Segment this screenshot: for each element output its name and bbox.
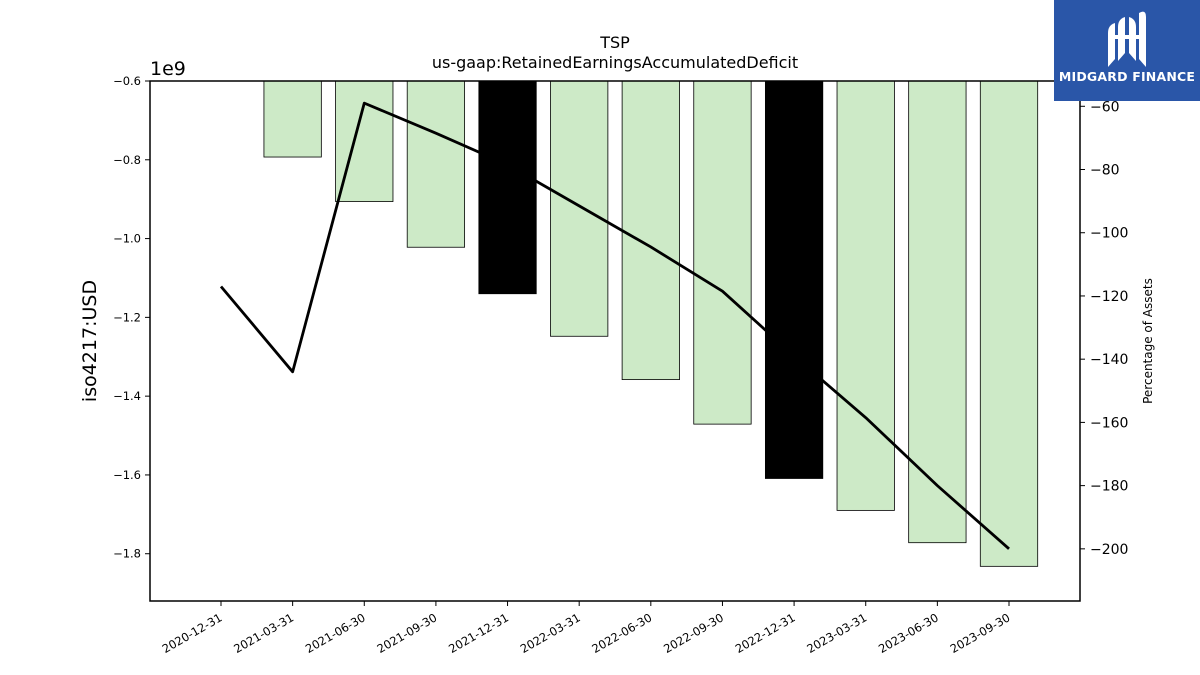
bar: [406, 80, 466, 248]
x-tick-label: 2022-09-30: [661, 610, 726, 656]
y2-tick-label: −200: [1090, 542, 1128, 558]
chart-subtitle: us-gaap:RetainedEarningsAccumulatedDefic…: [432, 53, 798, 72]
x-tick-label: 2022-12-31: [733, 610, 798, 656]
midgard-logo-icon: [1108, 11, 1146, 67]
y-tick-label: −1.4: [113, 389, 141, 403]
bar: [550, 80, 609, 337]
series-line: [219, 101, 1010, 550]
y2-tick-label: −180: [1090, 479, 1128, 495]
y2-tick-label: −120: [1090, 289, 1128, 305]
x-axis: 2020-12-31 2021-03-31 2021-06-30 2021-09-30…: [160, 601, 1013, 656]
y-tick-label: −0.8: [113, 153, 141, 167]
y2-tick-label: −80: [1090, 163, 1120, 179]
bar-series: [263, 80, 1039, 567]
x-tick-label: 2021-06-30: [303, 610, 368, 656]
x-tick-label: 2023-09-30: [948, 610, 1013, 656]
y-tick-label: −1.0: [113, 232, 141, 246]
chart-title: TSP: [599, 33, 630, 52]
logo-text: MIDGARD FINANCE: [1058, 69, 1196, 84]
y-tick-label: −0.6: [113, 74, 141, 88]
y2-tick-label: −160: [1090, 415, 1128, 431]
y2-axis: −60 −80 −100 −120 −140 −160 −180 −200: [1080, 99, 1128, 558]
y-offset-text: 1e9: [150, 58, 186, 80]
bar: [979, 80, 1039, 567]
x-tick-label: 2022-06-30: [589, 610, 654, 656]
bar: [908, 80, 967, 544]
y-tick-label: −1.6: [113, 468, 141, 482]
bar: [836, 80, 895, 511]
y-tick-label: −1.2: [113, 310, 141, 324]
bar: [693, 80, 752, 425]
y-axis: −0.6 −0.8 −1.0 −1.2 −1.4 −1.6 −1.8: [113, 74, 150, 561]
bar: [764, 80, 824, 479]
x-tick-label: 2020-12-31: [160, 610, 225, 656]
x-tick-label: 2023-03-31: [804, 610, 869, 656]
plot-frame: [149, 80, 1081, 602]
y2-tick-label: −100: [1090, 226, 1128, 242]
x-tick-label: 2021-12-31: [446, 610, 511, 656]
y-tick-label: −1.8: [113, 547, 141, 561]
y2-tick-label: −60: [1090, 99, 1120, 115]
bar: [335, 80, 394, 202]
line-series: [219, 101, 1010, 550]
midgard-finance-logo: MIDGARD FINANCE: [1054, 0, 1200, 101]
y2-tick-label: −140: [1090, 352, 1128, 368]
x-tick-label: 2021-03-31: [231, 610, 296, 656]
x-tick-label: 2021-09-30: [375, 610, 440, 656]
x-tick-label: 2023-06-30: [876, 610, 941, 656]
x-tick-label: 2022-03-31: [518, 610, 583, 656]
bar: [478, 80, 537, 295]
y-axis-label: iso4217:USD: [79, 280, 101, 402]
y2-axis-label: Percentage of Assets: [1141, 278, 1155, 404]
bar: [621, 80, 680, 381]
bar: [263, 80, 322, 158]
